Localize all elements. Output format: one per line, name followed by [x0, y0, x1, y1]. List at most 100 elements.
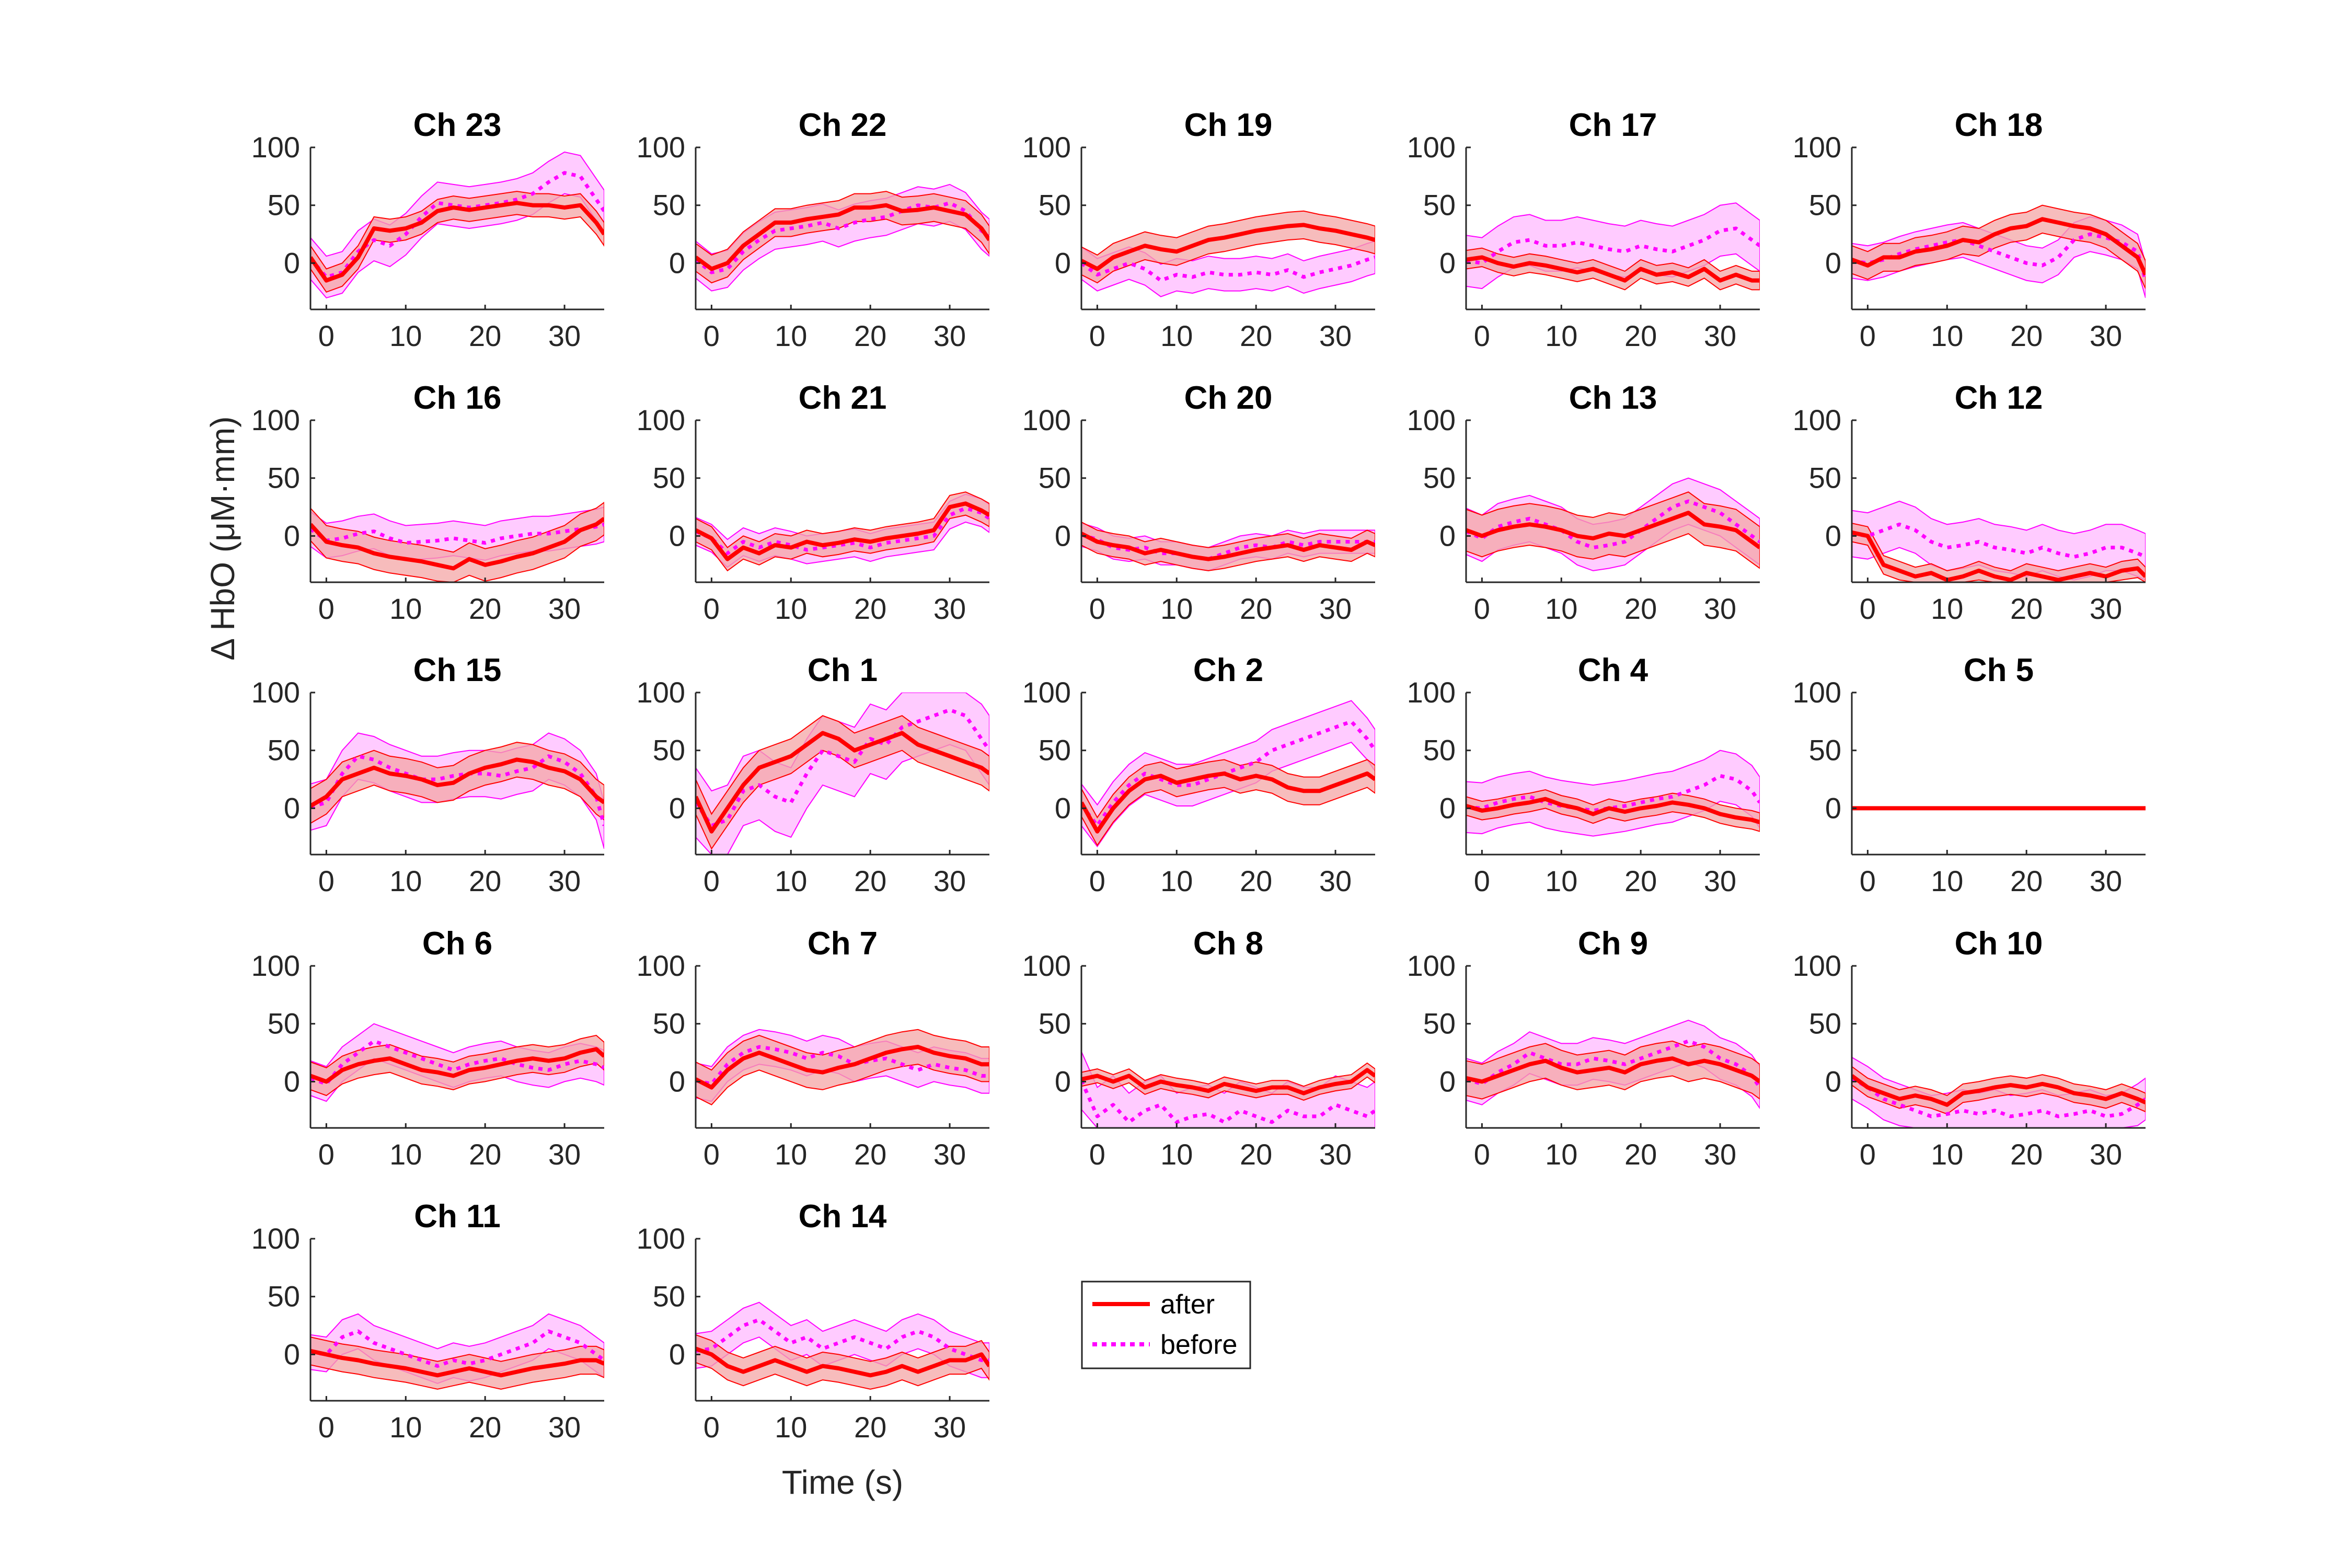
x-tick-label: 0	[704, 319, 720, 352]
panel-title: Ch 7	[808, 926, 878, 962]
panel-title: Ch 21	[799, 380, 887, 416]
x-tick-label: 20	[469, 592, 501, 625]
x-tick-label: 10	[1931, 319, 1963, 352]
legend-after-label: after	[1160, 1289, 1215, 1320]
x-tick-label: 30	[1319, 592, 1352, 625]
after-band	[696, 1334, 989, 1390]
after-line	[696, 1346, 989, 1378]
x-tick-label: 0	[318, 319, 335, 352]
panel: 0 50 100 0 10 20 30 Ch 19	[1022, 107, 1375, 352]
y-tick-label: 100	[1407, 676, 1456, 709]
plot-area	[310, 1023, 604, 1102]
y-tick-label: 100	[251, 1222, 300, 1255]
panel: 0 50 100 0 10 20 30 Ch 23	[251, 107, 604, 352]
x-tick-label: 20	[854, 592, 886, 625]
panel-title: Ch 15	[413, 652, 502, 688]
x-tick-label: 10	[775, 592, 807, 625]
panel: 0 50 100 0 10 20 30 Ch 4	[1407, 652, 1760, 897]
panel: 0 50 100 0 10 20 30 Ch 2	[1022, 652, 1375, 897]
after-band	[310, 501, 604, 582]
panel: 0 50 100 0 10 20 30 Ch 17	[1407, 107, 1760, 352]
x-tick-label: 20	[2010, 319, 2043, 352]
panel: 0 50 100 0 10 20 30 Ch 7	[637, 926, 989, 1171]
panel: 0 50 100 0 10 20 30 Ch 13	[1407, 380, 1760, 625]
y-tick-label: 0	[1439, 519, 1456, 552]
x-tick-label: 30	[1704, 319, 1736, 352]
y-tick-label: 100	[1407, 403, 1456, 436]
y-tick-label: 50	[653, 1280, 685, 1313]
y-tick-label: 100	[1022, 676, 1071, 709]
plot-area	[1852, 204, 2146, 298]
y-tick-label: 50	[1039, 734, 1071, 767]
x-axis-label: Time (s)	[782, 1463, 903, 1501]
y-tick-label: 50	[268, 462, 300, 494]
panel-title: Ch 20	[1184, 380, 1273, 416]
y-tick-label: 0	[1439, 246, 1456, 279]
plot-area	[1466, 750, 1760, 837]
plot-area	[696, 1029, 989, 1105]
y-tick-label: 50	[268, 1280, 300, 1313]
plot-area	[1466, 1020, 1760, 1110]
x-tick-label: 0	[1474, 319, 1490, 352]
y-tick-label: 50	[1809, 462, 1841, 494]
x-tick-label: 0	[1089, 592, 1105, 625]
x-tick-label: 10	[1931, 592, 1963, 625]
y-tick-label: 50	[1423, 734, 1456, 767]
y-axis-label: Δ HbO (μM·mm)	[204, 416, 241, 660]
y-tick-label: 0	[1439, 1065, 1456, 1098]
x-tick-label: 0	[1474, 864, 1490, 897]
panel: 0 50 100 0 10 20 30 Ch 10	[1793, 926, 2146, 1171]
x-tick-label: 20	[2010, 592, 2043, 625]
y-tick-label: 100	[1022, 131, 1071, 164]
x-tick-label: 30	[1704, 592, 1736, 625]
x-tick-label: 20	[469, 1138, 501, 1171]
x-tick-label: 0	[704, 592, 720, 625]
x-tick-label: 20	[2010, 864, 2043, 897]
x-tick-label: 0	[704, 1411, 720, 1444]
y-tick-label: 100	[1022, 949, 1071, 982]
after-line	[1852, 530, 2146, 582]
x-tick-label: 10	[389, 864, 422, 897]
panel-title: Ch 1	[808, 652, 878, 688]
x-tick-label: 10	[1931, 864, 1963, 897]
y-tick-label: 0	[669, 519, 685, 552]
y-tick-label: 50	[1039, 1007, 1071, 1040]
x-tick-label: 10	[389, 1138, 422, 1171]
x-tick-label: 10	[389, 319, 422, 352]
x-tick-label: 20	[854, 1411, 886, 1444]
x-tick-label: 0	[1860, 864, 1876, 897]
x-tick-label: 30	[1319, 319, 1352, 352]
x-tick-label: 0	[318, 592, 335, 625]
y-tick-label: 0	[1055, 1065, 1071, 1098]
after-band	[310, 191, 604, 293]
y-tick-label: 50	[653, 462, 685, 494]
y-tick-label: 100	[1022, 403, 1071, 436]
panel-title: Ch 6	[422, 926, 492, 962]
after-line	[1466, 797, 1760, 824]
y-tick-label: 50	[653, 734, 685, 767]
after-line	[696, 501, 989, 561]
after-line	[1852, 1074, 2146, 1107]
panel: 0 50 100 0 10 20 30 Ch 11	[251, 1198, 604, 1444]
plot-area	[696, 1301, 989, 1390]
y-tick-label: 0	[1055, 519, 1071, 552]
y-tick-label: 100	[1793, 131, 1841, 164]
before-line	[696, 1045, 989, 1086]
plot-area	[1852, 500, 2146, 582]
after-band	[1081, 210, 1375, 284]
after-band	[310, 1034, 604, 1097]
x-tick-label: 0	[1474, 1138, 1490, 1171]
after-line	[1852, 217, 2146, 276]
after-line	[1466, 255, 1760, 283]
after-band	[696, 715, 989, 850]
panel-title: Ch 5	[1964, 652, 2034, 688]
x-tick-label: 20	[1624, 319, 1657, 352]
panel-title: Ch 11	[414, 1198, 500, 1235]
panel-title: Ch 8	[1193, 926, 1263, 962]
panel: 0 50 100 0 10 20 30 Ch 5	[1793, 652, 2146, 897]
plot-area	[1081, 521, 1375, 571]
after-line	[310, 516, 604, 571]
panel-title: Ch 16	[413, 380, 502, 416]
x-tick-label: 30	[2090, 592, 2122, 625]
